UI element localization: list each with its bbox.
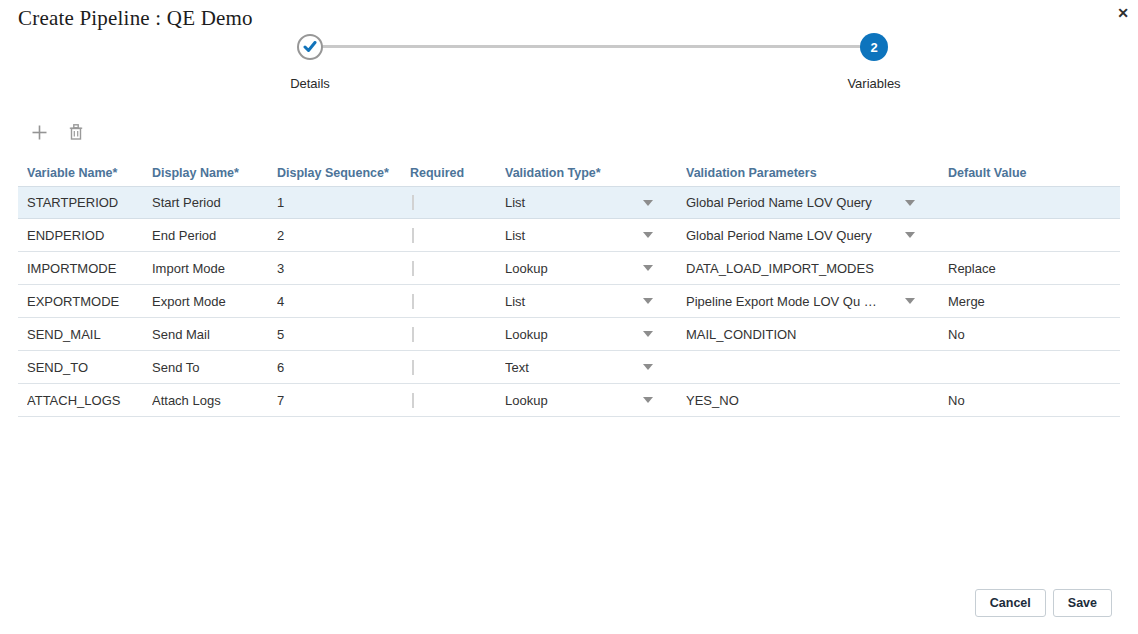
close-icon[interactable]: ✕	[1113, 3, 1133, 23]
variable-name-cell: STARTPERIOD	[27, 195, 152, 210]
default-value-cell: No	[948, 327, 1120, 342]
default-value-cell: Merge	[948, 294, 1120, 309]
table-row[interactable]: SEND_TO Send To 6 Text	[18, 351, 1120, 384]
validation-type-value: Text	[505, 360, 529, 375]
col-header-default-value: Default Value	[948, 166, 1120, 180]
table-row[interactable]: STARTPERIOD Start Period 1 List Global P…	[18, 186, 1120, 219]
display-sequence-cell: 2	[277, 228, 410, 243]
display-name-cell: Attach Logs	[152, 393, 277, 408]
default-value-cell: Replace	[948, 261, 1120, 276]
validation-parameters-dropdown-icon[interactable]	[905, 232, 915, 238]
validation-type-dropdown-icon[interactable]	[643, 265, 653, 271]
validation-parameters-value: DATA_LOAD_IMPORT_MODES	[686, 261, 874, 276]
required-checkbox[interactable]	[412, 228, 414, 243]
table-row[interactable]: ATTACH_LOGS Attach Logs 7 Lookup YES_NO …	[18, 384, 1120, 417]
validation-type-value: Lookup	[505, 327, 548, 342]
required-checkbox[interactable]	[412, 327, 414, 342]
step-details-label[interactable]: Details	[250, 76, 370, 91]
save-button[interactable]: Save	[1053, 589, 1112, 617]
display-name-cell: Send To	[152, 360, 277, 375]
validation-parameters-value: Global Period Name LOV Query	[686, 228, 872, 243]
validation-type-value: List	[505, 195, 525, 210]
validation-type-value: Lookup	[505, 261, 548, 276]
display-sequence-cell: 7	[277, 393, 410, 408]
validation-parameters-dropdown-icon[interactable]	[905, 298, 915, 304]
validation-type-dropdown-icon[interactable]	[643, 331, 653, 337]
step-details[interactable]	[297, 34, 323, 60]
validation-type-value: Lookup	[505, 393, 548, 408]
validation-parameters-dropdown-icon[interactable]	[905, 200, 915, 206]
step-variables[interactable]: 2	[860, 33, 888, 61]
display-sequence-cell: 6	[277, 360, 410, 375]
variable-name-cell: SEND_MAIL	[27, 327, 152, 342]
display-name-cell: Export Mode	[152, 294, 277, 309]
table-header-row: Variable Name* Display Name* Display Seq…	[18, 160, 1120, 186]
validation-type-dropdown-icon[interactable]	[643, 298, 653, 304]
cancel-button[interactable]: Cancel	[975, 589, 1046, 617]
col-header-validation-parameters: Validation Parameters	[686, 166, 948, 180]
variable-name-cell: ATTACH_LOGS	[27, 393, 152, 408]
col-header-required: Required	[410, 166, 505, 180]
display-sequence-cell: 3	[277, 261, 410, 276]
default-value-cell: No	[948, 393, 1120, 408]
variable-name-cell: SEND_TO	[27, 360, 152, 375]
validation-parameters-value: Pipeline Export Mode LOV Qu …	[686, 294, 877, 309]
validation-type-dropdown-icon[interactable]	[643, 364, 653, 370]
required-checkbox[interactable]	[412, 294, 414, 309]
validation-type-dropdown-icon[interactable]	[643, 397, 653, 403]
variable-name-cell: IMPORTMODE	[27, 261, 152, 276]
col-header-display-name: Display Name*	[152, 166, 277, 180]
validation-type-value: List	[505, 294, 525, 309]
required-checkbox[interactable]	[412, 360, 414, 375]
table-row[interactable]: EXPORTMODE Export Mode 4 List Pipeline E…	[18, 285, 1120, 318]
required-checkbox[interactable]	[412, 195, 414, 210]
display-sequence-cell: 4	[277, 294, 410, 309]
dialog-title: Create Pipeline : QE Demo	[18, 6, 253, 31]
validation-parameters-value: Global Period Name LOV Query	[686, 195, 872, 210]
col-header-variable-name: Variable Name*	[27, 166, 152, 180]
validation-type-dropdown-icon[interactable]	[643, 232, 653, 238]
table-row[interactable]: IMPORTMODE Import Mode 3 Lookup DATA_LOA…	[18, 252, 1120, 285]
validation-parameters-value: MAIL_CONDITION	[686, 327, 797, 342]
required-checkbox[interactable]	[412, 393, 414, 408]
variables-table: Variable Name* Display Name* Display Seq…	[18, 160, 1120, 417]
validation-type-dropdown-icon[interactable]	[643, 200, 653, 206]
delete-row-button[interactable]	[67, 122, 85, 142]
step-variables-label[interactable]: Variables	[814, 76, 934, 91]
check-icon	[303, 41, 317, 53]
display-name-cell: Start Period	[152, 195, 277, 210]
col-header-validation-type: Validation Type*	[505, 166, 686, 180]
validation-type-value: List	[505, 228, 525, 243]
variable-name-cell: ENDPERIOD	[27, 228, 152, 243]
trash-icon	[69, 124, 83, 140]
display-sequence-cell: 5	[277, 327, 410, 342]
display-name-cell: Send Mail	[152, 327, 277, 342]
create-pipeline-dialog: Create Pipeline : QE Demo ✕ Details 2 Va…	[0, 0, 1138, 634]
step-number: 2	[870, 40, 877, 55]
col-header-display-sequence: Display Sequence*	[277, 166, 410, 180]
add-row-button[interactable]	[30, 122, 48, 142]
display-name-cell: End Period	[152, 228, 277, 243]
variable-name-cell: EXPORTMODE	[27, 294, 152, 309]
display-name-cell: Import Mode	[152, 261, 277, 276]
dialog-footer: Cancel Save	[975, 589, 1112, 617]
table-row[interactable]: SEND_MAIL Send Mail 5 Lookup MAIL_CONDIT…	[18, 318, 1120, 351]
table-row[interactable]: ENDPERIOD End Period 2 List Global Perio…	[18, 219, 1120, 252]
display-sequence-cell: 1	[277, 195, 410, 210]
plus-icon	[32, 125, 47, 140]
table-toolbar	[30, 122, 85, 142]
stepper-connector	[321, 45, 861, 48]
validation-parameters-value: YES_NO	[686, 393, 739, 408]
required-checkbox[interactable]	[412, 261, 414, 276]
